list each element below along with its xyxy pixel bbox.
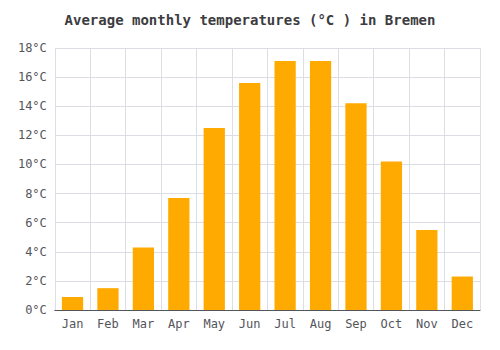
- svg-text:Nov: Nov: [416, 317, 438, 331]
- svg-text:16°C: 16°C: [18, 70, 47, 84]
- svg-text:14°C: 14°C: [18, 99, 47, 113]
- svg-text:Average monthly temperatures (: Average monthly temperatures (°C ) in Br…: [65, 12, 436, 28]
- svg-text:18°C: 18°C: [18, 41, 47, 55]
- svg-text:Dec: Dec: [451, 317, 473, 331]
- svg-text:2°C: 2°C: [25, 274, 47, 288]
- svg-text:Sep: Sep: [345, 317, 367, 331]
- svg-text:Apr: Apr: [168, 317, 190, 331]
- svg-text:Jul: Jul: [274, 317, 296, 331]
- svg-text:May: May: [203, 317, 225, 331]
- svg-text:Oct: Oct: [381, 317, 403, 331]
- svg-text:Feb: Feb: [97, 317, 119, 331]
- svg-text:4°C: 4°C: [25, 245, 47, 259]
- svg-text:Mar: Mar: [133, 317, 155, 331]
- svg-text:Aug: Aug: [310, 317, 332, 331]
- svg-text:6°C: 6°C: [25, 216, 47, 230]
- svg-text:0°C: 0°C: [25, 303, 47, 317]
- svg-text:Jan: Jan: [62, 317, 84, 331]
- svg-text:12°C: 12°C: [18, 128, 47, 142]
- svg-text:10°C: 10°C: [18, 157, 47, 171]
- svg-text:8°C: 8°C: [25, 187, 47, 201]
- svg-text:Jun: Jun: [239, 317, 261, 331]
